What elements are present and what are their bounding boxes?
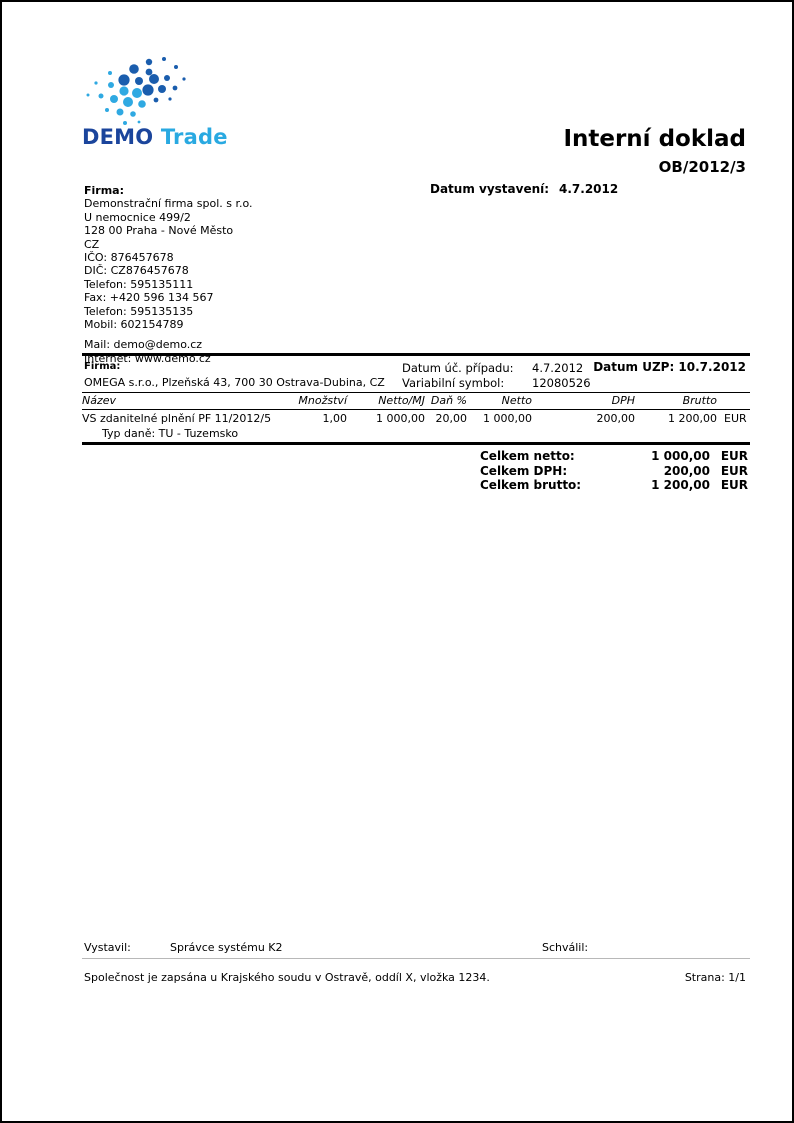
supplier-street: U nemocnice 499/2 (84, 210, 191, 224)
issue-date-label: Datum vystavení: (430, 182, 550, 196)
supplier-city: 128 00 Praha - Nové Město (84, 224, 234, 238)
total-netto-row: Celkem netto: 1 000,00 EUR (82, 449, 750, 464)
uzp-date: Datum UZP: 10.7.2012 (593, 360, 746, 374)
variable-symbol-row: Variabilní symbol: 12080526 (402, 376, 591, 390)
logo-dots-light (86, 71, 146, 125)
total-brutto-value: 1 200,00 (651, 478, 710, 492)
customer-label: Firma: (84, 361, 121, 372)
divider-header-bottom (82, 409, 750, 410)
item-brutto: 1 200,00 (668, 412, 717, 425)
divider-table-bottom-thick (82, 442, 750, 445)
logo-wordmark: DEMO Trade (82, 125, 228, 149)
supplier-mobile: Mobil: 602154789 (84, 318, 184, 332)
col-header-name: Název (82, 394, 117, 407)
supplier-phone2: Telefon: 595135135 (84, 304, 194, 318)
supplier-mail: Mail: demo@demo.cz (84, 338, 203, 352)
variable-symbol-value: 12080526 (532, 376, 591, 390)
accounting-date-label: Datum úč. případu: (402, 361, 514, 375)
supplier-dic: DIČ: CZ876457678 (84, 264, 189, 278)
total-netto-currency: EUR (720, 449, 748, 463)
divider-table-top (82, 392, 750, 393)
supplier-block: Firma: Demonstrační firma spol. s r.o. U… (84, 184, 253, 365)
supplier-fax: Fax: +420 596 134 567 (84, 291, 214, 305)
approved-by-label: Schválil: (542, 941, 589, 954)
item-dph: 200,00 (596, 412, 636, 425)
variable-symbol-label: Variabilní symbol: (402, 376, 505, 390)
total-dph-value: 200,00 (663, 463, 710, 478)
issue-date-value: 4.7.2012 (559, 182, 619, 196)
col-header-currency (717, 394, 750, 407)
total-netto-label: Celkem netto: (480, 449, 575, 463)
logo-dots-dark (118, 57, 186, 103)
issued-by-value: Správce systému K2 (170, 941, 283, 954)
accounting-date-value: 4.7.2012 (532, 361, 584, 375)
total-dph-row: Celkem DPH: 200,00 EUR (82, 464, 750, 479)
supplier-ico: IČO: 876457678 (84, 251, 174, 265)
item-tax-type: Typ daně: TU - Tuzemsko (102, 427, 239, 440)
logo-dots-icon (86, 57, 186, 125)
supplier-name: Demonstrační firma spol. s r.o. (84, 197, 253, 211)
supplier-country: CZ (84, 237, 100, 251)
total-brutto-row: Celkem brutto: 1 200,00 EUR (82, 478, 750, 493)
item-currency: EUR (724, 412, 747, 425)
page-indicator: Strana: 1/1 (684, 971, 746, 984)
logo-word-trade: Trade (160, 125, 228, 149)
total-brutto-currency: EUR (720, 478, 748, 492)
divider-top-thick (82, 353, 750, 356)
col-header-brutto: Brutto (682, 394, 717, 407)
issue-date-row: Datum vystavení: 4.7.2012 (430, 182, 618, 196)
logo-word-demo: DEMO (82, 125, 154, 149)
item-name: VS zdanitelné plnění PF 11/2012/5 (82, 412, 272, 425)
total-brutto-label: Celkem brutto: (480, 478, 582, 492)
document-number: OB/2012/3 (658, 158, 746, 176)
divider-footer (82, 958, 750, 959)
item-netto-mj: 1 000,00 (376, 412, 425, 425)
col-header-tax-pct: Daň % (430, 394, 467, 407)
page-title: Interní doklad (563, 126, 746, 152)
total-dph-label: Celkem DPH: (480, 463, 568, 478)
customer-address-line: OMEGA s.r.o., Plzeňská 43, 700 30 Ostrav… (84, 376, 385, 389)
total-dph-currency: EUR (720, 463, 748, 478)
total-netto-value: 1 000,00 (651, 449, 710, 463)
supplier-label: Firma: (84, 184, 124, 197)
totals-block: Celkem netto: 1 000,00 EUR Celkem DPH: 2… (82, 449, 750, 493)
col-header-quantity: Množství (298, 394, 347, 407)
item-netto: 1 000,00 (483, 412, 532, 425)
registration-note: Společnost je zapsána u Krajského soudu … (84, 971, 490, 984)
col-header-netto-mj: Netto/MJ (378, 394, 425, 407)
supplier-phone1: Telefon: 595135111 (84, 277, 194, 291)
table-row: VS zdanitelné plnění PF 11/2012/5 1,00 1… (82, 412, 750, 425)
col-header-netto: Netto (501, 394, 532, 407)
issued-by-label: Vystavil: (84, 941, 131, 954)
table-header-row: Název Množství Netto/MJ Daň % Netto DPH … (82, 394, 750, 407)
accounting-date-row: Datum úč. případu: 4.7.2012 (402, 361, 583, 375)
item-tax-pct: 20,00 (435, 412, 468, 425)
item-quantity: 1,00 (322, 412, 348, 425)
col-header-dph: DPH (611, 394, 635, 407)
